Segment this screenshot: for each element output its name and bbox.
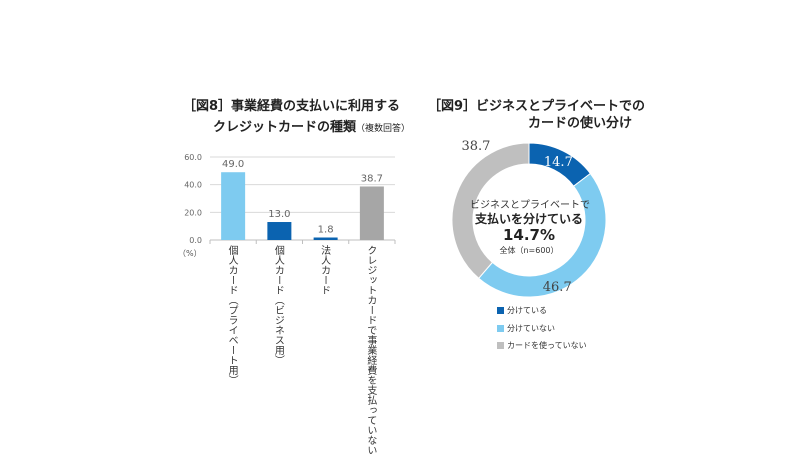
legend-item-0: 分けている — [497, 305, 547, 316]
bar-chart-title-main: クレジットカードの種類 — [213, 120, 357, 135]
donut-title-line1: ［図9］ビジネスとプライベートでの — [428, 99, 646, 114]
y-tick-label: 60.0 — [184, 153, 202, 162]
y-tick-label: 40.0 — [184, 181, 202, 190]
donut-center-line2: 支払いを分けている — [474, 212, 583, 226]
legend-label: 分けている — [507, 306, 547, 315]
legend-item-1: 分けていない — [497, 323, 555, 334]
x-category-label: 法人カード — [318, 245, 330, 295]
bar-value-label: 49.0 — [222, 159, 244, 170]
legend-label: 分けていない — [507, 324, 555, 333]
y-tick-label: 20.0 — [184, 208, 202, 217]
bar — [221, 172, 246, 240]
donut-value-label: 38.7 — [461, 139, 490, 154]
bar — [313, 237, 338, 240]
legend-label: カードを使っていない — [507, 341, 587, 350]
donut-center-value: 14.7% — [502, 226, 556, 244]
bar-chart-title-line2: クレジットカードの種類（複数回答） — [213, 116, 410, 135]
bar-value-label: 1.8 — [318, 225, 334, 236]
donut-value-label: 14.7 — [544, 155, 573, 170]
legend-swatch — [497, 307, 504, 314]
donut-center-note: 全体（n=600） — [499, 246, 559, 255]
bar-chart-title-line1: ［図8］事業経費の支払いに利用する — [183, 99, 401, 114]
donut-title-line2: カードの使い分け — [528, 116, 633, 131]
y-tick-label: 0.0 — [189, 236, 202, 245]
x-category-label: 個人カード（ビジネス用） — [272, 245, 284, 365]
legend-item-2: カードを使っていない — [497, 340, 587, 351]
bar — [359, 186, 384, 240]
legend-swatch — [497, 342, 504, 349]
y-axis-unit: （%） — [178, 249, 202, 258]
bar-value-label: 38.7 — [361, 173, 383, 184]
x-category-label: 個人カード（プライベート用） — [226, 245, 238, 385]
donut-slice — [451, 142, 530, 279]
donut-value-label: 46.7 — [543, 280, 572, 295]
legend-swatch — [497, 325, 504, 332]
bar-chart-title-note: （複数回答） — [356, 124, 411, 134]
x-category-label: クレジットカードで事業経費を支払っていない — [364, 245, 376, 455]
donut-center-line1: ビジネスとプライベートで — [470, 200, 590, 211]
bar — [267, 222, 292, 240]
bar-value-label: 13.0 — [268, 209, 290, 220]
